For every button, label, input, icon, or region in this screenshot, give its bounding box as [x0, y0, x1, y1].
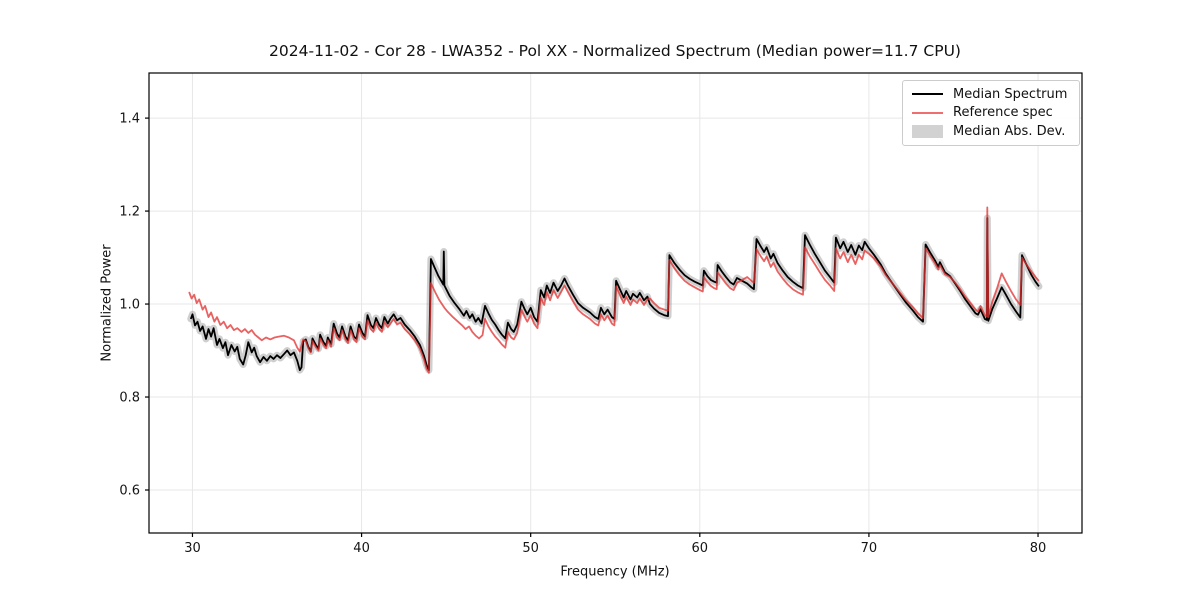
x-tick-label: 60 — [692, 541, 709, 556]
plot-border — [148, 72, 1083, 534]
y-tick-label: 1.0 — [119, 298, 140, 313]
chart-title: 2024-11-02 - Cor 28 - LWA352 - Pol XX - … — [269, 42, 961, 60]
legend-label: Reference spec — [953, 105, 1053, 121]
y-tick-label: 1.4 — [119, 112, 140, 127]
legend-item-reference-spec: Reference spec — [912, 106, 1070, 119]
y-tick-label: 1.2 — [119, 205, 140, 220]
x-tick-label: 70 — [861, 541, 878, 556]
y-tick-label: 0.8 — [119, 391, 140, 406]
legend-label: Median Spectrum — [953, 86, 1068, 102]
series-line-median-spectrum — [189, 217, 1040, 372]
median-spectrum-line-swatch — [912, 93, 943, 96]
x-axis-label: Frequency (MHz) — [560, 564, 670, 580]
series-line-reference-spec — [188, 206, 1040, 374]
median-abs-dev-patch-swatch — [912, 125, 943, 139]
reference-spec-line-swatch — [912, 111, 943, 114]
x-tick-label: 40 — [353, 541, 370, 556]
legend-item-median-abs-dev: Median Abs. Dev. — [912, 124, 1070, 140]
x-tick-label: 30 — [184, 541, 201, 556]
y-axis-label: Normalized Power — [99, 244, 115, 362]
y-tick-label: 0.6 — [119, 483, 140, 498]
x-tick-label: 80 — [1030, 541, 1047, 556]
legend: Median Spectrum Reference spec Median Ab… — [902, 80, 1080, 146]
x-tick-label: 50 — [522, 541, 539, 556]
legend-item-median-spectrum: Median Spectrum — [912, 88, 1070, 101]
legend-label: Median Abs. Dev. — [953, 124, 1066, 140]
